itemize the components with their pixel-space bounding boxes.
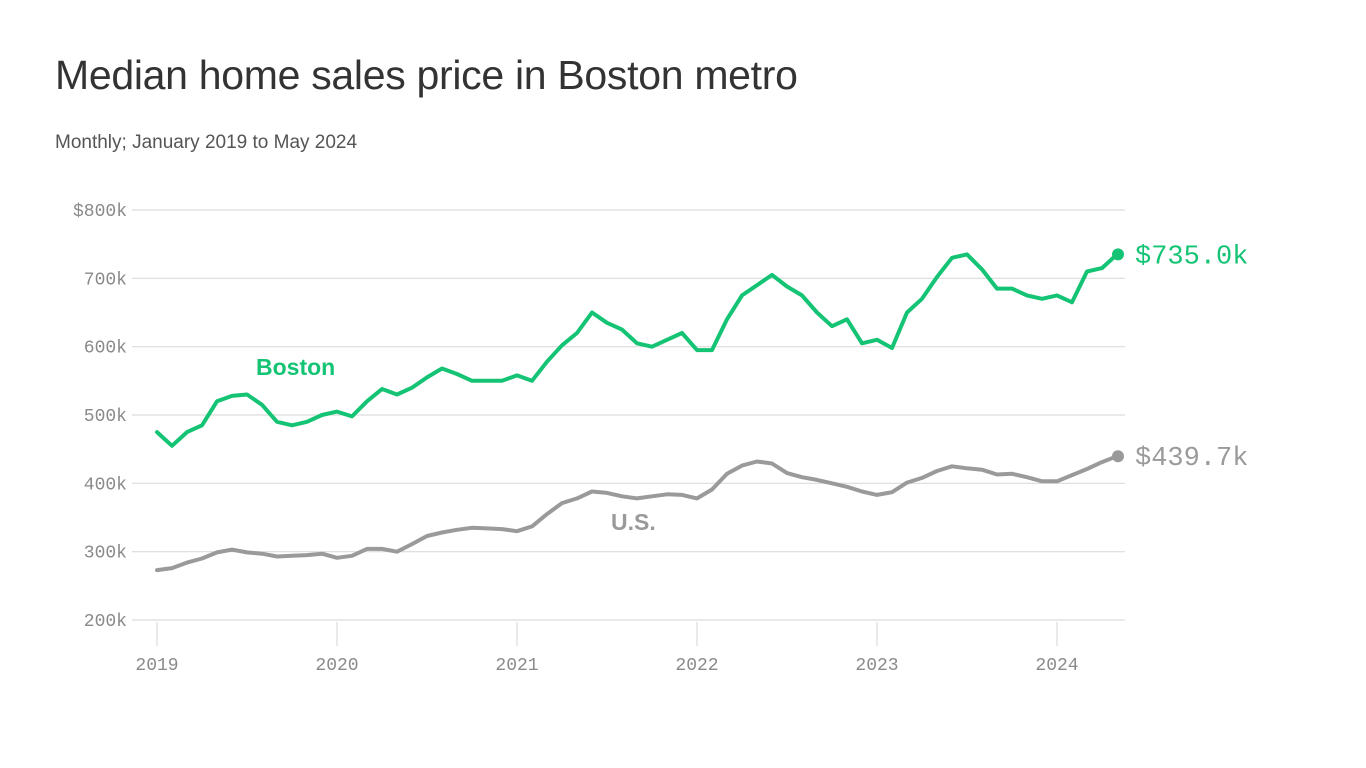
us-end-value-label: $439.7k — [1135, 444, 1248, 474]
x-tick-label: 2020 — [315, 656, 358, 676]
x-tick-label: 2022 — [675, 656, 718, 676]
x-tick-label: 2023 — [855, 656, 898, 676]
y-tick-label: 700k — [84, 270, 127, 290]
y-tick-label: 200k — [84, 612, 127, 632]
x-tick-label: 2024 — [1035, 656, 1078, 676]
y-axis-ticks: 200k 300k 400k 500k 600k 700k $800k — [73, 202, 127, 632]
boston-end-point — [1112, 248, 1124, 261]
x-tick-label: 2021 — [495, 656, 538, 676]
series-line-boston — [155, 252, 1119, 448]
series-line-us — [155, 454, 1119, 573]
chart-subtitle: Monthly; January 2019 to May 2024 — [55, 132, 358, 153]
x-axis-ticks: 2019 2020 2021 2022 2023 2024 — [135, 622, 1079, 676]
y-tick-label: 500k — [84, 407, 127, 427]
series-label-boston: Boston — [256, 354, 335, 380]
us-end-point — [1112, 450, 1124, 463]
y-tick-label: 600k — [84, 339, 127, 359]
y-tick-label: 400k — [84, 475, 127, 495]
series-label-us: U.S. — [611, 509, 656, 535]
y-tick-label: 300k — [84, 544, 127, 564]
grid-layer — [132, 209, 1125, 621]
chart-title: Median home sales price in Boston metro — [55, 52, 798, 98]
series-layer — [155, 252, 1119, 573]
x-tick-label: 2019 — [135, 656, 178, 676]
boston-end-value-label: $735.0k — [1135, 242, 1248, 272]
y-tick-label: $800k — [73, 202, 127, 222]
